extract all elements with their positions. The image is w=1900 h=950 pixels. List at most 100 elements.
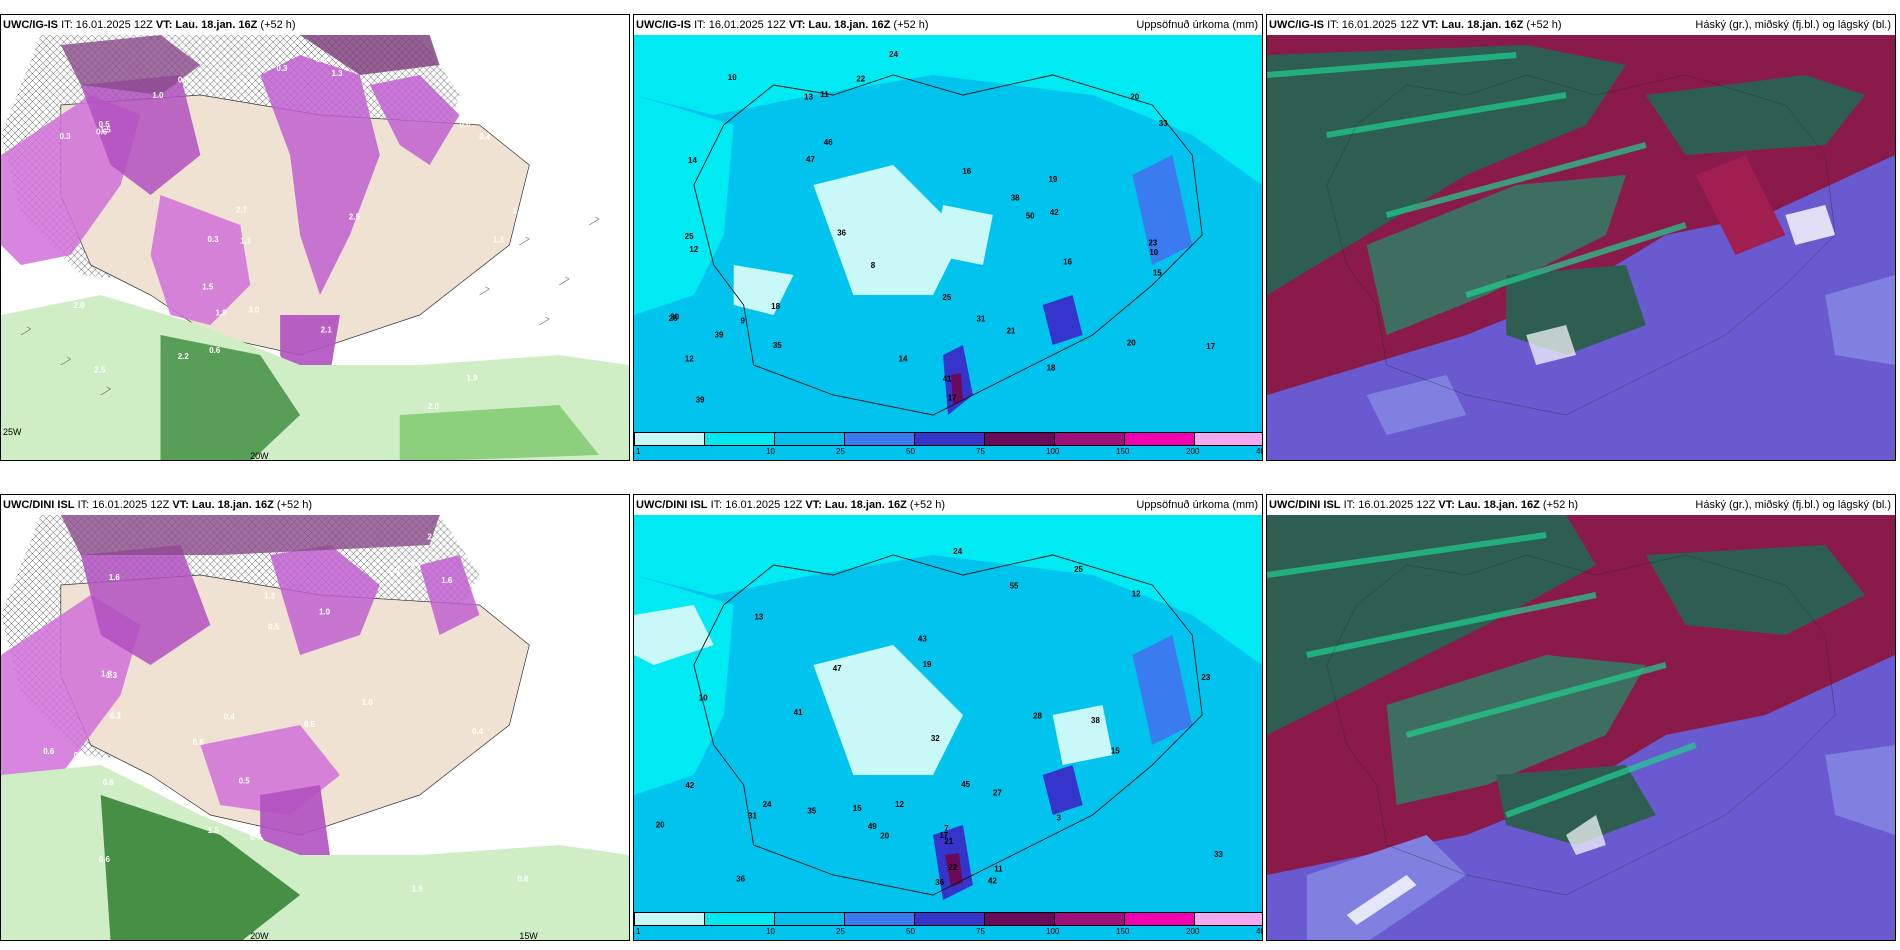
precip-map[interactable]: 9 14 11 19 17 24 35 30 39 25 36 38 31 16 8 12 16 18 33 10 15… bbox=[634, 35, 1262, 460]
value-label: 2.0 bbox=[389, 566, 401, 575]
value-label: 11 bbox=[820, 90, 829, 99]
value-label: 3 bbox=[1057, 813, 1062, 822]
value-label: 13 bbox=[804, 92, 813, 101]
value-label: 39 bbox=[696, 396, 705, 405]
precip-map[interactable]: 11 13 3 7 15 12 24 25 23 33 28 20 24 19 17 22 36 27 35 42 20… bbox=[634, 515, 1262, 940]
value-label: 27 bbox=[993, 788, 1002, 797]
value-label: 35 bbox=[773, 341, 782, 350]
value-label: 0.8 bbox=[193, 738, 205, 747]
panel-clouds-igis: UWC/IG-IS IT: 16.01.2025 12Z VT: Lau. 18… bbox=[1266, 14, 1896, 461]
value-label: 33 bbox=[1214, 850, 1223, 859]
value-label: 0.8 bbox=[178, 76, 190, 85]
snow-map[interactable]: 0.3 0.3 0.4 1.0 2.0 1.6 0.5 1.3 0.4 1.8 2.0 1.9 1.6 1… bbox=[1, 515, 629, 941]
value-label: 14 bbox=[899, 354, 908, 363]
colorbar-tick-label: 1 bbox=[636, 447, 641, 456]
value-label: 18 bbox=[771, 302, 780, 311]
value-label: 35 bbox=[807, 807, 816, 816]
colorbar-swatch bbox=[844, 912, 915, 926]
snow-value-labels: 0.3 0.3 0.3 0.9 3.0 1.1 0.6 1.3 2.1 1.9 2.0 1.0 1.4 2… bbox=[60, 55, 566, 411]
value-label: 23 bbox=[1148, 238, 1157, 247]
value-label: 0.5 bbox=[304, 720, 316, 729]
value-label: 36 bbox=[736, 874, 745, 883]
value-label: 0.3 bbox=[60, 132, 72, 141]
value-label: 2.0 bbox=[74, 301, 86, 310]
colorbar-swatch bbox=[914, 912, 985, 926]
value-label: 0.3 bbox=[512, 571, 524, 580]
snow-map[interactable]: 0.3 0.3 0.3 0.9 3.0 1.1 0.6 1.3 2.1 1.9 2.0 1.0 1.4 2… bbox=[1, 35, 629, 461]
value-label: 1.0 bbox=[362, 698, 374, 707]
valid-time: Lau. 18.jan. 16Z bbox=[1441, 19, 1524, 31]
init-time: IT: 16.01.2025 12Z bbox=[1343, 499, 1436, 511]
colorbar-swatch bbox=[634, 432, 705, 446]
lon-label: 20W bbox=[250, 931, 269, 941]
precip-value-labels: 9 14 11 19 17 24 35 30 39 25 36 38 31 16 8 12 16 18 33 10 15… bbox=[669, 50, 1216, 405]
value-label: 13 bbox=[754, 612, 763, 621]
value-label: 10 bbox=[1149, 248, 1158, 257]
panel-snow-dini: UWC/DINI ISL IT: 16.01.2025 12Z VT: Lau.… bbox=[0, 494, 630, 941]
colorbar-tick-label: 100 bbox=[1046, 447, 1060, 456]
value-label: 0.4 bbox=[476, 590, 488, 599]
cloud-map[interactable] bbox=[1267, 515, 1895, 940]
value-label: 1.6 bbox=[109, 573, 121, 582]
model-name: UWC/IG-IS bbox=[636, 19, 691, 31]
precip-colorbar: 1 10 25 50 75 100 150 200 400 bbox=[634, 912, 1262, 940]
value-label: 25 bbox=[942, 293, 951, 302]
colorbar-tick-label: 25 bbox=[836, 447, 845, 456]
colorbar-tick-label: 10 bbox=[766, 447, 775, 456]
value-label: 1.0 bbox=[152, 91, 164, 100]
colorbar-tick-label: 75 bbox=[976, 927, 985, 936]
value-label: 0.9 bbox=[520, 263, 532, 272]
colorbar-swatch bbox=[704, 912, 775, 926]
value-label: 0.3 bbox=[315, 55, 327, 64]
panel-header: UWC/DINI ISL IT: 16.01.2025 12Z VT: Lau.… bbox=[1, 495, 629, 515]
value-label: 15 bbox=[1153, 268, 1162, 277]
value-label: 24 bbox=[763, 800, 772, 809]
colorbar-tick-label: 100 bbox=[1046, 927, 1060, 936]
init-time: IT: 16.01.2025 12Z bbox=[694, 19, 786, 31]
value-label: 38 bbox=[1091, 716, 1100, 725]
value-label: 33 bbox=[1159, 119, 1168, 128]
colorbar-tick-label: 10 bbox=[766, 927, 775, 936]
value-label: 0.3 bbox=[276, 64, 288, 73]
value-label: 1.9 bbox=[216, 308, 228, 317]
value-label: 22 bbox=[856, 75, 865, 84]
lead-time: (+52 h) bbox=[260, 19, 296, 31]
panel-precip-igis: UWC/IG-IS IT: 16.01.2025 12Z VT: Lau. 18… bbox=[633, 14, 1263, 461]
value-label: 15 bbox=[1111, 747, 1120, 756]
value-label: 0.7 bbox=[554, 84, 566, 93]
lon-label: 20W bbox=[250, 451, 269, 461]
cloud-map[interactable] bbox=[1267, 35, 1895, 460]
colorbar-tick-label: 400 bbox=[1256, 927, 1262, 936]
value-label: 26 bbox=[669, 314, 678, 323]
value-label: 10 bbox=[699, 693, 708, 702]
colorbar-swatch bbox=[1124, 432, 1195, 446]
value-label: 0.6 bbox=[103, 778, 115, 787]
value-label: 31 bbox=[748, 812, 757, 821]
colorbar-swatch bbox=[914, 432, 985, 446]
lead-time: (+52 h) bbox=[276, 499, 313, 511]
panel-clouds-dini: UWC/DINI ISL IT: 16.01.2025 12Z VT: Lau.… bbox=[1266, 494, 1896, 941]
value-label: 50 bbox=[1026, 211, 1035, 220]
colorbar-swatch bbox=[634, 912, 705, 926]
field-title: Háský (gr.), miðský (fj.bl.) og lágský (… bbox=[1695, 499, 1891, 511]
precip-colorbar: 1 10 25 50 75 100 150 200 400 bbox=[634, 432, 1262, 460]
valid-time: Lau. 18.jan. 16Z bbox=[808, 19, 891, 31]
model-name: UWC/IG-IS bbox=[3, 19, 58, 31]
value-label: 8 bbox=[871, 261, 876, 270]
value-label: 2.1 bbox=[321, 325, 333, 334]
colorbar-tick-label: 150 bbox=[1116, 927, 1130, 936]
colorbar-tick-label: 75 bbox=[976, 447, 985, 456]
value-label: 0.3 bbox=[110, 711, 122, 720]
value-label: 31 bbox=[977, 314, 986, 323]
value-label: 0.6 bbox=[99, 855, 111, 864]
value-label: 1.4 bbox=[513, 206, 525, 215]
vt-label: VT: bbox=[1421, 19, 1439, 31]
value-label: 1.0 bbox=[319, 607, 331, 616]
lead-time: (+52 h) bbox=[1526, 19, 1562, 31]
value-label: 25 bbox=[1074, 565, 1083, 574]
colorbar-tick-label: 200 bbox=[1186, 927, 1200, 936]
colorbar-swatch bbox=[1124, 912, 1195, 926]
model-name: UWC/DINI ISL bbox=[636, 499, 708, 511]
value-label: 47 bbox=[833, 664, 842, 673]
